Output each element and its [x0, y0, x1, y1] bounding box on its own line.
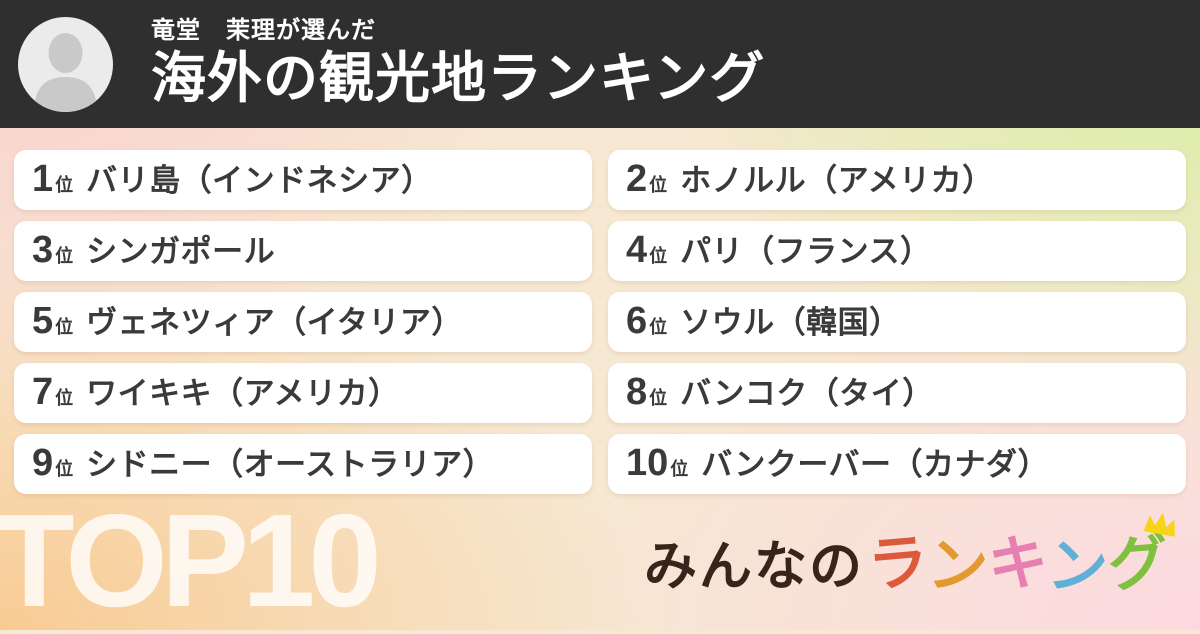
crown-icon: [1142, 509, 1180, 539]
destination-name: ホノルル（アメリカ）: [680, 163, 994, 198]
rank-suffix: 位: [649, 246, 668, 266]
logo-letter: キ: [986, 528, 1050, 599]
destination-name: バリ島（インドネシア）: [86, 163, 433, 198]
logo-letter: ン: [925, 530, 991, 603]
destination-name: ワイキキ（アメリカ）: [86, 376, 400, 411]
rank-suffix: 位: [55, 388, 74, 408]
rank-suffix: 位: [649, 388, 668, 408]
destination-name: パリ（フランス）: [680, 234, 932, 269]
header: 竜堂 茉理が選んだ 海外の観光地ランキング: [0, 0, 1200, 128]
logo-letter: ラ: [865, 527, 931, 600]
logo-word: ラ ン キ ン グ: [865, 512, 1175, 603]
top10-watermark: TOP10: [0, 487, 382, 634]
destination-name: ヴェネツィア（イタリア）: [86, 305, 463, 340]
rank-suffix: 位: [55, 175, 74, 195]
ranking-item: 10 位 バンクーバー（カナダ）: [608, 434, 1186, 494]
rank-number: 4: [626, 229, 648, 271]
rank-number: 6: [626, 300, 648, 342]
logo-letter: グ: [1105, 527, 1171, 600]
rank-number: 2: [626, 158, 648, 200]
rank-suffix: 位: [55, 459, 74, 479]
logo-letter: ン: [1044, 531, 1111, 604]
rank-number: 3: [32, 229, 54, 271]
rank-suffix: 位: [649, 175, 668, 195]
rank-suffix: 位: [55, 317, 74, 337]
ranking-title: 海外の観光地ランキング: [151, 47, 766, 110]
brand-logo: みんなの ラ ン キ ン グ: [644, 512, 1175, 603]
rank-suffix: 位: [55, 246, 74, 266]
destination-name: シンガポール: [86, 234, 276, 269]
rank-number: 1: [32, 158, 54, 200]
destination-name: バンクーバー（カナダ）: [701, 447, 1050, 482]
rank-number: 10: [626, 442, 669, 484]
avatar: [18, 16, 113, 112]
destination-name: シドニー（オーストラリア）: [86, 447, 495, 482]
rank-number: 5: [32, 300, 54, 342]
rank-suffix: 位: [649, 317, 668, 337]
destination-name: バンコク（タイ）: [680, 376, 934, 411]
destination-name: ソウル（韓国）: [680, 305, 901, 340]
logo-prefix: みんなの: [644, 537, 864, 596]
header-text: 竜堂 茉理が選んだ 海外の観光地ランキング: [151, 17, 766, 110]
rank-number: 7: [32, 371, 54, 413]
rank-suffix: 位: [670, 459, 689, 479]
chooser-label: 竜堂 茉理が選んだ: [151, 17, 376, 44]
rank-number: 9: [32, 442, 54, 484]
rank-number: 8: [626, 371, 648, 413]
person-icon: [34, 32, 97, 112]
